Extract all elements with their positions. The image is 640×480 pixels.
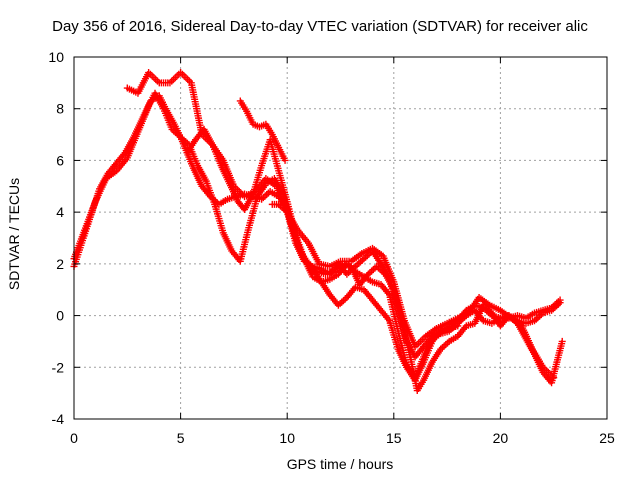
y-tick-label: -2 [52, 359, 65, 375]
y-tick-label: 10 [48, 49, 64, 65]
x-axis-label: GPS time / hours [286, 456, 394, 472]
axis-ticks: 0 5 10 15 20 25 -4 -2 0 2 4 6 8 10 [48, 49, 615, 446]
y-tick-label: 8 [56, 101, 64, 117]
x-tick-label: 10 [279, 430, 295, 446]
data-point [550, 374, 558, 382]
x-tick-label: 15 [386, 430, 402, 446]
grid-lines [74, 57, 607, 419]
plot-frame [73, 56, 608, 420]
x-tick-label: 5 [177, 430, 185, 446]
x-tick-label: 25 [599, 430, 615, 446]
chart-title: Day 356 of 2016, Sidereal Day-to-day VTE… [52, 18, 588, 35]
y-tick-label: 0 [56, 308, 64, 324]
y-axis-label: SDTVAR / TECUs [6, 177, 22, 291]
x-tick-label: 0 [70, 430, 78, 446]
data-points [70, 69, 566, 395]
data-point [281, 156, 289, 164]
data-point [556, 296, 564, 304]
data-point [558, 337, 566, 345]
y-tick-label: 6 [56, 152, 64, 168]
x-tick-label: 20 [493, 430, 509, 446]
y-tick-label: 4 [56, 204, 64, 220]
y-tick-label: -4 [52, 411, 65, 427]
y-tick-label: 2 [56, 256, 64, 272]
data-point [454, 322, 462, 330]
